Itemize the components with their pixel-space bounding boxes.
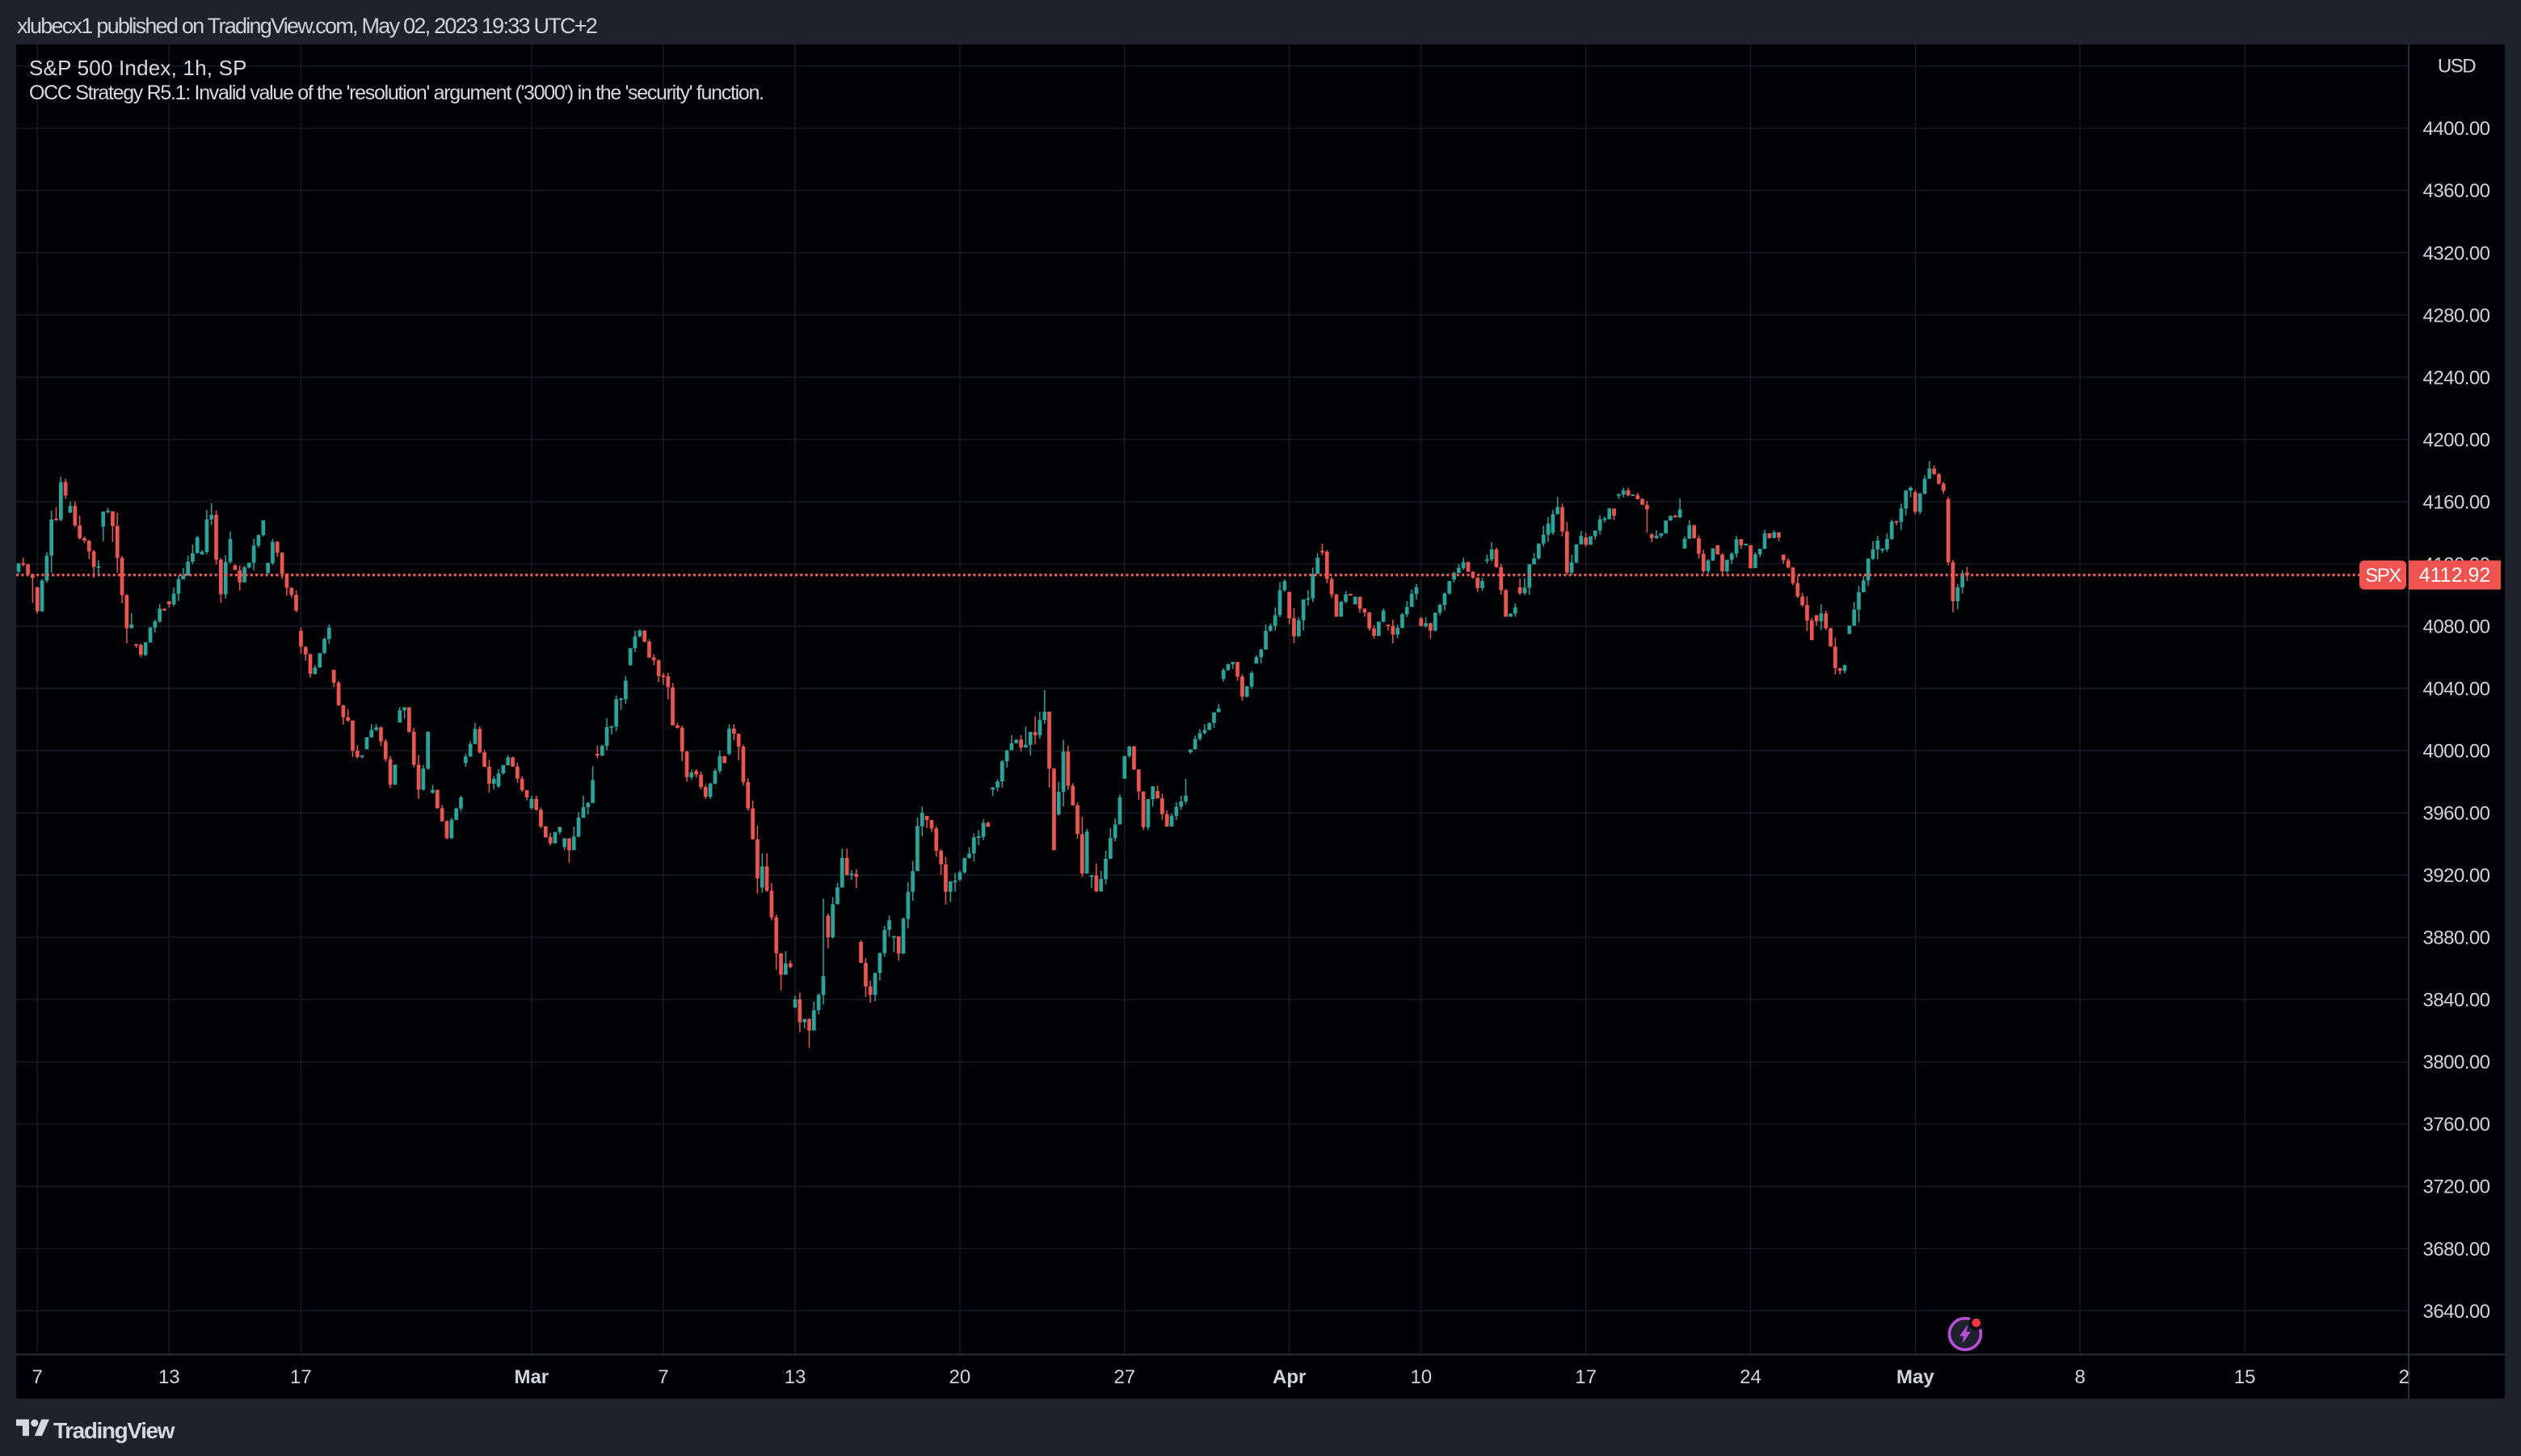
svg-text:3640.00: 3640.00	[2423, 1301, 2490, 1323]
svg-text:4400.00: 4400.00	[2423, 118, 2490, 140]
svg-text:3800.00: 3800.00	[2423, 1052, 2490, 1074]
svg-text:15: 15	[2234, 1366, 2256, 1388]
svg-text:27: 27	[1113, 1366, 1135, 1388]
svg-text:8: 8	[2075, 1366, 2085, 1388]
svg-text:4240.00: 4240.00	[2423, 367, 2490, 389]
svg-text:S&P 500 Index, 1h, SP: S&P 500 Index, 1h, SP	[29, 56, 247, 80]
svg-text:3880.00: 3880.00	[2423, 928, 2490, 949]
svg-text:7: 7	[658, 1366, 668, 1388]
svg-text:10: 10	[1410, 1366, 1432, 1388]
svg-text:4000.00: 4000.00	[2423, 741, 2490, 763]
svg-text:20: 20	[949, 1366, 971, 1388]
svg-text:SPX: SPX	[2365, 565, 2401, 587]
svg-text:13: 13	[785, 1366, 806, 1388]
svg-text:USD: USD	[2438, 56, 2476, 78]
svg-text:3920.00: 3920.00	[2423, 865, 2490, 887]
svg-text:24: 24	[1740, 1366, 1761, 1388]
svg-text:4320.00: 4320.00	[2423, 242, 2490, 264]
svg-text:17: 17	[1575, 1366, 1597, 1388]
svg-text:3960.00: 3960.00	[2423, 803, 2490, 825]
svg-text:4040.00: 4040.00	[2423, 679, 2490, 701]
svg-text:4160.00: 4160.00	[2423, 491, 2490, 513]
svg-text:3760.00: 3760.00	[2423, 1114, 2490, 1136]
svg-text:3720.00: 3720.00	[2423, 1176, 2490, 1198]
svg-text:3680.00: 3680.00	[2423, 1239, 2490, 1260]
svg-text:4112.92: 4112.92	[2419, 564, 2491, 587]
svg-text:7: 7	[32, 1366, 43, 1388]
svg-text:4080.00: 4080.00	[2423, 616, 2490, 638]
svg-text:13: 13	[158, 1366, 180, 1388]
svg-text:22: 22	[2399, 1366, 2421, 1388]
svg-text:Apr: Apr	[1273, 1366, 1306, 1388]
svg-text:17: 17	[290, 1366, 312, 1388]
svg-text:May: May	[1896, 1366, 1934, 1388]
svg-text:4200.00: 4200.00	[2423, 429, 2490, 451]
svg-text:Mar: Mar	[514, 1366, 549, 1388]
svg-text:3840.00: 3840.00	[2423, 990, 2490, 1012]
svg-text:4280.00: 4280.00	[2423, 305, 2490, 326]
svg-text:4360.00: 4360.00	[2423, 180, 2490, 202]
svg-text:OCC Strategy R5.1: Invalid val: OCC Strategy R5.1: Invalid value of the …	[29, 82, 764, 104]
